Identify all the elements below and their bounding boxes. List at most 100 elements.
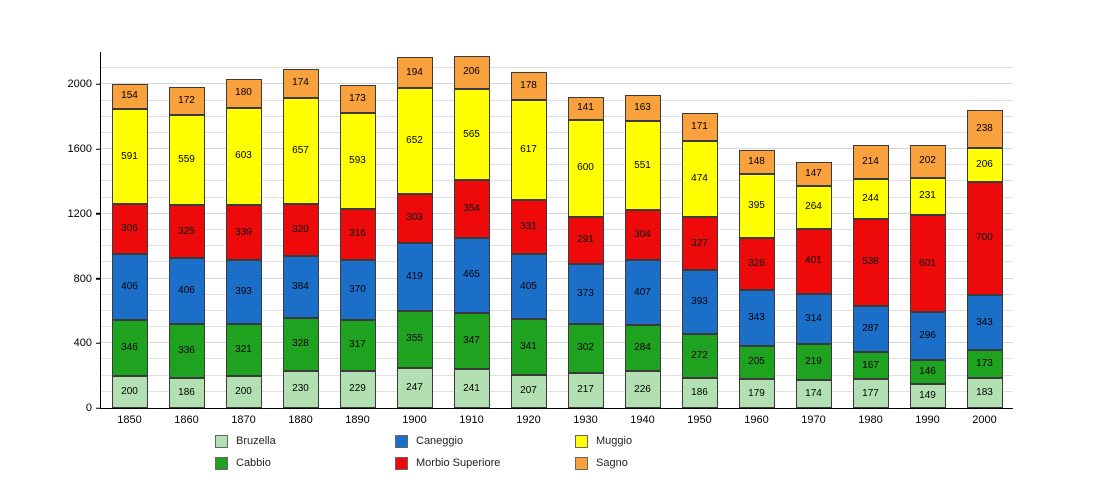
segment-value-label: 657	[292, 144, 309, 156]
segment-value-label: 291	[577, 234, 594, 246]
segment-value-label: 331	[520, 221, 537, 233]
bar-segment-caneggio: 343	[738, 290, 775, 346]
bar-segment-muggio: 551	[624, 121, 661, 211]
bar-segment-muggio: 657	[282, 97, 319, 204]
bar-segment-sagno: 154	[111, 83, 148, 109]
bar-segment-bruzella: 241	[453, 369, 490, 408]
stacked-bar-1900: 247 355 419 303 652 194	[396, 56, 433, 408]
bar-segment-muggio: 617	[510, 100, 547, 201]
bar-slot-1990: 149 146 296 601 231 202 1990	[899, 52, 956, 426]
segment-value-label: 407	[634, 286, 651, 298]
segment-value-label: 219	[805, 356, 822, 368]
stacked-bar-1920: 207 341 405 331 617 178	[510, 71, 547, 408]
segment-value-label: 401	[805, 255, 822, 267]
bar-segment-caneggio: 419	[396, 242, 433, 311]
legend-swatch	[575, 456, 588, 470]
segment-value-label: 173	[976, 358, 993, 370]
bar-slot-1900: 247 355 419 303 652 194 1900	[386, 52, 443, 426]
bar-segment-bruzella: 186	[168, 377, 205, 408]
stacked-bar-1930: 217 302 373 291 600 141	[567, 96, 604, 408]
bar-slot-1930: 217 302 373 291 600 141 1930	[557, 52, 614, 426]
segment-value-label: 321	[235, 343, 252, 355]
bar-segment-caneggio: 314	[795, 293, 832, 345]
legend-item-caneggio: Caneggio	[395, 434, 575, 448]
y-tick-mark	[96, 277, 101, 280]
bar-segment-sagno: 206	[453, 55, 490, 89]
bar-segment-sagno: 178	[510, 71, 547, 101]
bar-segment-bruzella: 174	[795, 379, 832, 408]
segment-value-label: 149	[919, 389, 936, 401]
segment-value-label: 354	[463, 203, 480, 214]
segment-value-label: 163	[634, 102, 651, 114]
stacked-bar-1960: 179 205 343 326 395 148	[738, 149, 775, 408]
segment-value-label: 229	[349, 383, 366, 395]
y-tick-label: 0	[85, 402, 92, 414]
bar-segment-sagno: 202	[909, 145, 946, 178]
segment-value-label: 173	[349, 92, 366, 104]
bar-segment-bruzella: 177	[852, 379, 889, 408]
segment-value-label: 154	[121, 90, 138, 102]
bar-segment-caneggio: 343	[966, 294, 1003, 351]
legend-swatch	[395, 434, 408, 448]
segment-value-label: 317	[349, 339, 366, 351]
segment-value-label: 205	[748, 356, 765, 368]
y-tick-mark	[96, 407, 101, 409]
x-tick-label: 1980	[858, 414, 883, 426]
bar-segment-caneggio: 393	[681, 270, 718, 334]
bar-slot-1920: 207 341 405 331 617 178 1920	[500, 52, 557, 426]
segment-value-label: 171	[691, 120, 708, 132]
bar-segment-sagno: 163	[624, 94, 661, 122]
segment-value-label: 180	[235, 87, 252, 99]
bar-segment-cabbio: 205	[738, 345, 775, 380]
bar-segment-cabbio: 167	[852, 352, 889, 380]
bar-segment-muggio: 600	[567, 119, 604, 217]
segment-value-label: 603	[235, 150, 252, 162]
bar-segment-muggio: 395	[738, 173, 775, 238]
bar-segment-caneggio: 393	[225, 260, 262, 324]
bar-slot-2000: 183 173 343 700 206 238 2000	[956, 52, 1013, 426]
y-tick-label: 1600	[67, 143, 92, 156]
y-tick-mark	[96, 148, 101, 150]
stacked-bar-1970: 174 219 314 401 264 147	[795, 162, 832, 408]
segment-value-label: 355	[406, 333, 423, 345]
segment-value-label: 316	[349, 228, 366, 240]
bar-slot-1940: 226 284 407 304 551 163 1940	[614, 52, 671, 426]
bar-segment-muggio: 603	[225, 107, 262, 206]
segment-value-label: 538	[862, 256, 879, 268]
legend: Bruzella Cabbio Caneggio Morbio Superiore Mu…	[215, 430, 755, 474]
segment-value-label: 284	[634, 342, 651, 354]
segment-value-label: 244	[862, 193, 879, 205]
bar-segment-bruzella: 207	[510, 374, 547, 408]
bar-segment-cabbio: 317	[339, 319, 376, 371]
bar-slot-1890: 229 317 370 316 593 173 1890	[329, 52, 386, 426]
segment-value-label: 395	[748, 199, 765, 211]
segment-value-label: 306	[121, 223, 138, 235]
y-tick-label: 400	[73, 337, 92, 350]
legend-item-morbio-superiore: Morbio Superiore	[395, 456, 575, 470]
segment-value-label: 179	[748, 387, 765, 399]
bar-segment-bruzella: 229	[339, 370, 376, 408]
segment-value-label: 183	[976, 387, 993, 399]
bar-slot-1910: 241 347 465 354 565 206 1910	[443, 52, 500, 426]
bar-slot-1950: 186 272 393 327 474 171 1950	[671, 52, 728, 426]
legend-swatch	[215, 434, 228, 448]
segment-value-label: 296	[919, 330, 936, 342]
legend-label: Bruzella	[236, 435, 276, 447]
bar-segment-bruzella: 247	[396, 368, 433, 408]
bar-segment-morbio-superiore: 339	[225, 205, 262, 261]
segment-value-label: 384	[292, 280, 309, 292]
bar-segment-bruzella: 226	[624, 371, 661, 408]
segment-value-label: 172	[178, 94, 195, 106]
bar-segment-morbio-superiore: 601	[909, 215, 946, 313]
bar-segment-cabbio: 321	[225, 323, 262, 376]
bar-segment-morbio-superiore: 326	[738, 237, 775, 291]
segment-value-label: 167	[862, 359, 879, 371]
segment-value-label: 272	[691, 349, 708, 361]
segment-value-label: 186	[178, 386, 195, 398]
segment-value-label: 303	[406, 212, 423, 224]
bar-segment-bruzella: 149	[909, 383, 946, 408]
legend-swatch	[215, 456, 228, 470]
bar-slot-1980: 177 167 287 538 244 214 1980	[842, 52, 899, 426]
bar-segment-sagno: 194	[396, 56, 433, 89]
